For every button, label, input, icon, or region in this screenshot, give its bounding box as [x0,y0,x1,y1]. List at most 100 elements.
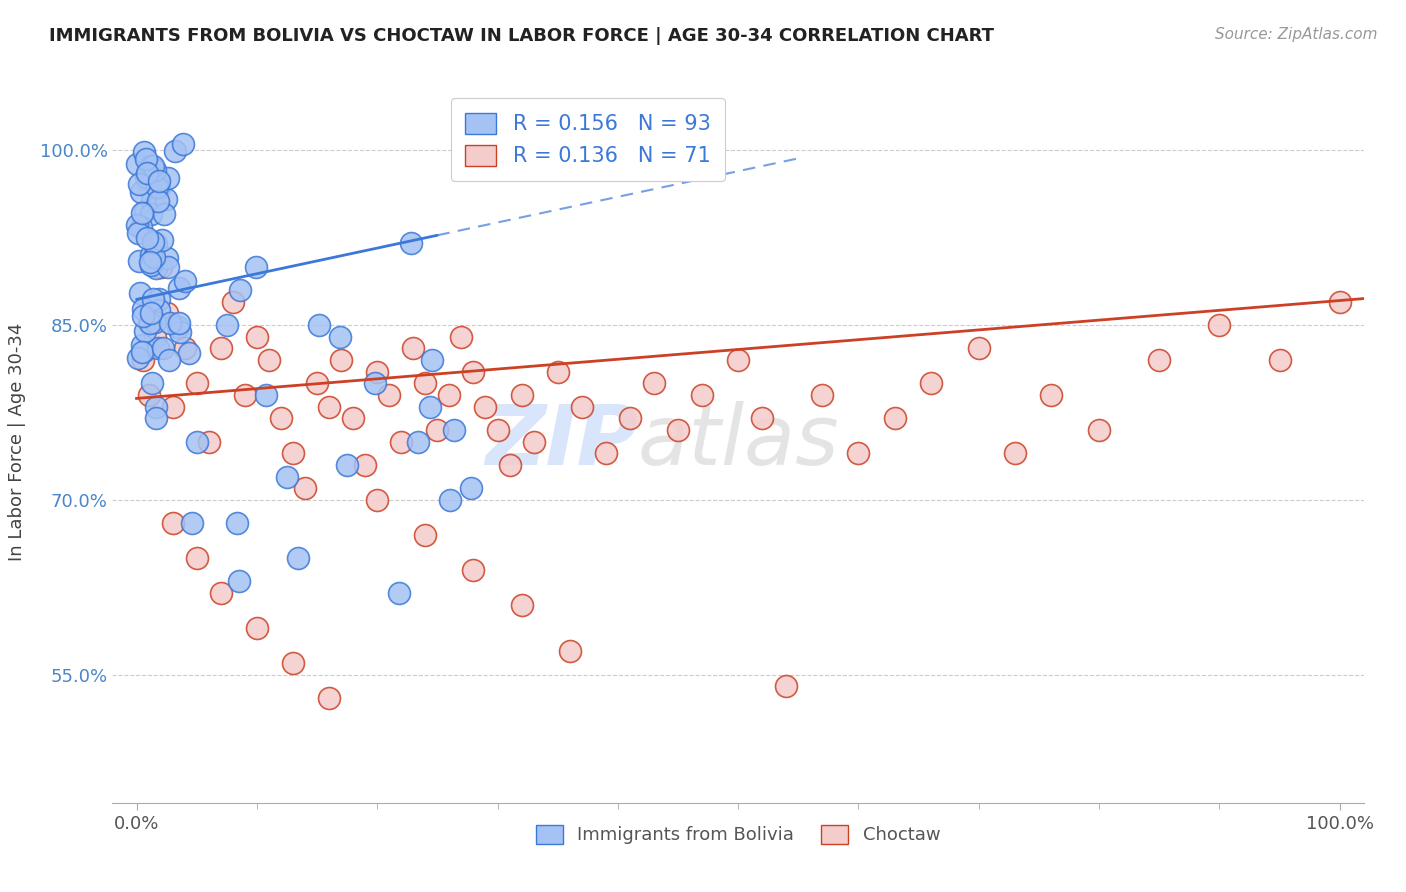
Point [463,563,485,577]
Point [419,400,441,414]
Point [389,434,412,449]
Point [139,159,162,173]
Point [167,320,190,334]
Point [142,177,165,191]
Point [460,481,482,495]
Point [498,458,520,472]
Point [186,434,208,449]
Point [156,251,179,265]
Point [162,400,184,414]
Point [156,260,179,274]
Point [775,679,797,693]
Point [413,376,436,391]
Point [287,551,309,566]
Point [141,376,163,391]
Point [125,219,148,233]
Point [132,145,155,159]
Point [443,423,465,437]
Point [1149,353,1171,368]
Point [138,181,160,195]
Point [155,192,177,206]
Point [159,316,181,330]
Point [139,255,162,269]
Point [152,207,174,221]
Point [366,492,388,507]
Point [138,388,160,402]
Point [128,253,150,268]
Point [162,516,184,530]
Point [330,353,353,368]
Point [179,345,201,359]
Point [1329,294,1351,309]
Point [148,174,170,188]
Point [186,551,208,566]
Point [270,411,292,425]
Point [146,194,169,208]
Point [131,353,153,368]
Point [848,446,870,460]
Point [135,169,157,184]
Point [131,337,153,351]
Point [148,341,170,355]
Point [136,173,159,187]
Point [135,231,157,245]
Text: atlas: atlas [638,401,839,482]
Point [967,341,990,355]
Point [883,411,905,425]
Point [426,423,449,437]
Point [138,177,160,191]
Point [364,376,387,391]
Point [138,316,160,330]
Point [145,411,167,425]
Point [215,318,238,332]
Point [378,388,401,402]
Point [1004,446,1026,460]
Point [186,376,208,391]
Point [336,458,359,472]
Point [329,329,352,343]
Point [141,207,163,221]
Point [139,316,162,330]
Point [129,220,152,235]
Point [145,237,167,252]
Point [547,365,569,379]
Text: IMMIGRANTS FROM BOLIVIA VS CHOCTAW IN LABOR FORCE | AGE 30-34 CORRELATION CHART: IMMIGRANTS FROM BOLIVIA VS CHOCTAW IN LA… [49,27,994,45]
Point [257,353,280,368]
Point [157,353,180,368]
Point [181,516,204,530]
Point [342,411,364,425]
Point [127,226,149,240]
Point [131,205,153,219]
Point [131,345,153,359]
Point [143,251,166,265]
Point [690,388,713,402]
Point [150,233,173,247]
Point [172,136,194,151]
Point [1268,353,1291,368]
Point [174,274,197,288]
Point [229,283,252,297]
Point [127,156,149,170]
Point [643,376,665,391]
Y-axis label: In Labor Force | Age 30-34: In Labor Force | Age 30-34 [7,322,25,561]
Point [408,434,430,449]
Point [228,574,250,589]
Point [510,598,533,612]
Point [173,341,195,355]
Point [276,469,298,483]
Point [129,185,152,199]
Point [305,376,328,391]
Point [143,329,166,343]
Point [128,177,150,191]
Point [811,388,834,402]
Point [413,528,436,542]
Point [439,388,461,402]
Text: ZIP: ZIP [485,401,638,482]
Point [142,159,165,173]
Point [156,171,179,186]
Point [148,292,170,306]
Point [318,690,340,705]
Point [1039,388,1063,402]
Point [148,303,170,318]
Point [131,301,153,316]
